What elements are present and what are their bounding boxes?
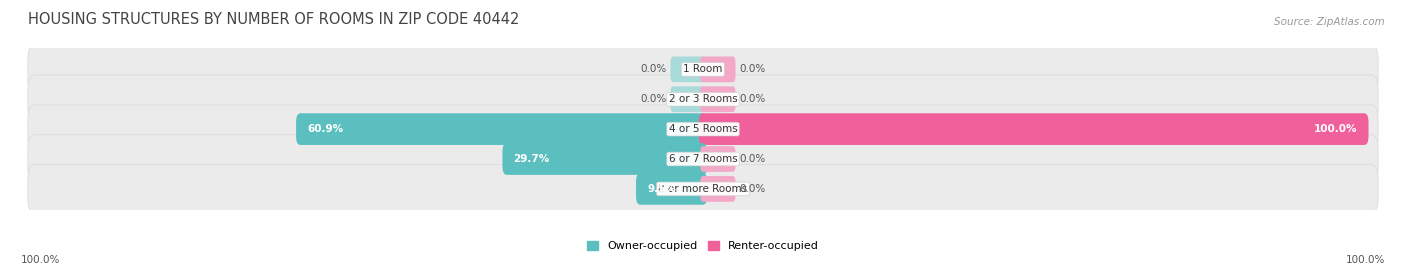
FancyBboxPatch shape <box>700 176 735 202</box>
FancyBboxPatch shape <box>28 135 1378 183</box>
FancyBboxPatch shape <box>502 143 707 175</box>
Text: 1 Room: 1 Room <box>683 64 723 74</box>
FancyBboxPatch shape <box>671 86 706 112</box>
FancyBboxPatch shape <box>700 86 735 112</box>
Text: 6 or 7 Rooms: 6 or 7 Rooms <box>669 154 737 164</box>
Text: 0.0%: 0.0% <box>640 64 666 74</box>
Text: 2 or 3 Rooms: 2 or 3 Rooms <box>669 94 737 104</box>
Text: HOUSING STRUCTURES BY NUMBER OF ROOMS IN ZIP CODE 40442: HOUSING STRUCTURES BY NUMBER OF ROOMS IN… <box>28 12 519 27</box>
FancyBboxPatch shape <box>297 113 707 145</box>
Text: 9.5%: 9.5% <box>647 184 676 194</box>
Text: 0.0%: 0.0% <box>740 64 766 74</box>
Text: 60.9%: 60.9% <box>307 124 343 134</box>
Text: 100.0%: 100.0% <box>1315 124 1358 134</box>
Legend: Owner-occupied, Renter-occupied: Owner-occupied, Renter-occupied <box>582 236 824 256</box>
Text: Source: ZipAtlas.com: Source: ZipAtlas.com <box>1274 17 1385 27</box>
Text: 100.0%: 100.0% <box>21 255 60 265</box>
Text: 0.0%: 0.0% <box>740 154 766 164</box>
FancyBboxPatch shape <box>700 56 735 82</box>
Text: 0.0%: 0.0% <box>640 94 666 104</box>
Text: 100.0%: 100.0% <box>1346 255 1385 265</box>
FancyBboxPatch shape <box>28 75 1378 123</box>
Text: 0.0%: 0.0% <box>740 184 766 194</box>
FancyBboxPatch shape <box>699 113 1368 145</box>
FancyBboxPatch shape <box>700 146 735 172</box>
FancyBboxPatch shape <box>28 45 1378 94</box>
Text: 4 or 5 Rooms: 4 or 5 Rooms <box>669 124 737 134</box>
FancyBboxPatch shape <box>671 56 706 82</box>
Text: 29.7%: 29.7% <box>513 154 550 164</box>
FancyBboxPatch shape <box>636 173 707 205</box>
Text: 0.0%: 0.0% <box>740 94 766 104</box>
Text: 8 or more Rooms: 8 or more Rooms <box>658 184 748 194</box>
FancyBboxPatch shape <box>28 165 1378 213</box>
FancyBboxPatch shape <box>28 105 1378 153</box>
